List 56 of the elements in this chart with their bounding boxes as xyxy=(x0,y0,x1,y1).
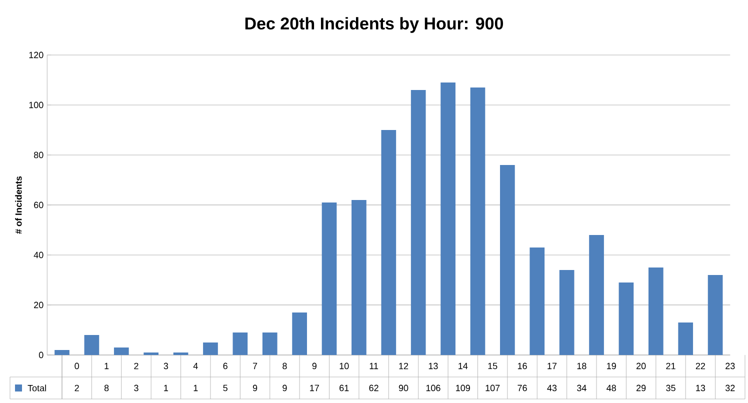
y-tick-label: 100 xyxy=(29,102,44,108)
x-tick-label: 13 xyxy=(428,362,438,370)
x-tick-label: 1 xyxy=(104,362,109,370)
data-label: 62 xyxy=(369,384,378,392)
x-tick-label: 22 xyxy=(696,362,705,370)
x-tick-label: 15 xyxy=(488,362,498,370)
data-label: 43 xyxy=(547,384,557,392)
data-label: 61 xyxy=(340,384,349,392)
x-tick-label: 20 xyxy=(636,362,646,370)
data-label: 3 xyxy=(134,384,138,392)
data-label: 32 xyxy=(725,384,735,392)
data-label: 48 xyxy=(606,384,616,392)
data-label: 9 xyxy=(282,384,287,392)
data-label: 1 xyxy=(164,384,168,392)
y-tick-label: 80 xyxy=(34,152,44,158)
data-label: 9 xyxy=(252,384,258,392)
x-tick-label: 9 xyxy=(312,362,316,370)
data-label: 2 xyxy=(74,384,79,392)
y-tick-label: 0 xyxy=(38,352,44,358)
x-tick-label: 4 xyxy=(193,362,198,370)
data-label: 109 xyxy=(456,384,470,392)
legend-label: Total xyxy=(28,384,46,392)
x-tick-label: 10 xyxy=(340,362,349,370)
x-tick-label: 23 xyxy=(726,362,735,370)
x-tick-label: 18 xyxy=(577,362,586,370)
data-label: 90 xyxy=(398,384,408,392)
x-tick-label: 2 xyxy=(134,362,138,370)
y-tick-label: 60 xyxy=(34,202,44,208)
data-label: 107 xyxy=(486,384,500,392)
data-label: 17 xyxy=(310,384,319,392)
x-tick-label: 17 xyxy=(548,362,557,370)
data-label: 13 xyxy=(696,384,706,392)
data-label: 8 xyxy=(104,384,109,392)
data-label: 35 xyxy=(666,384,676,392)
x-tick-label: 16 xyxy=(518,362,527,370)
x-tick-label: 3 xyxy=(164,362,168,370)
data-label: 34 xyxy=(577,384,586,392)
x-tick-label: 7 xyxy=(252,362,258,370)
data-label: 1 xyxy=(194,384,198,392)
data-label: 76 xyxy=(518,384,527,392)
x-tick-label: 0 xyxy=(74,362,80,370)
x-tick-label: 19 xyxy=(607,362,616,370)
x-tick-label: 6 xyxy=(223,362,228,370)
x-tick-label: 21 xyxy=(666,362,676,370)
y-tick-label: 40 xyxy=(34,252,44,258)
y-tick-label: 120 xyxy=(29,52,44,58)
x-tick-label: 11 xyxy=(370,362,378,370)
data-label: 106 xyxy=(426,384,440,392)
y-axis-title: # of Incidents xyxy=(15,176,22,234)
x-tick-label: 8 xyxy=(282,362,287,370)
data-label: 29 xyxy=(636,384,646,392)
x-tick-label: 12 xyxy=(399,362,408,370)
data-label: 5 xyxy=(223,384,228,392)
chart-title: Dec 20th Incidents by Hour: 900 xyxy=(245,17,504,33)
x-tick-label: 14 xyxy=(458,362,468,370)
y-tick-label: 20 xyxy=(34,302,44,308)
